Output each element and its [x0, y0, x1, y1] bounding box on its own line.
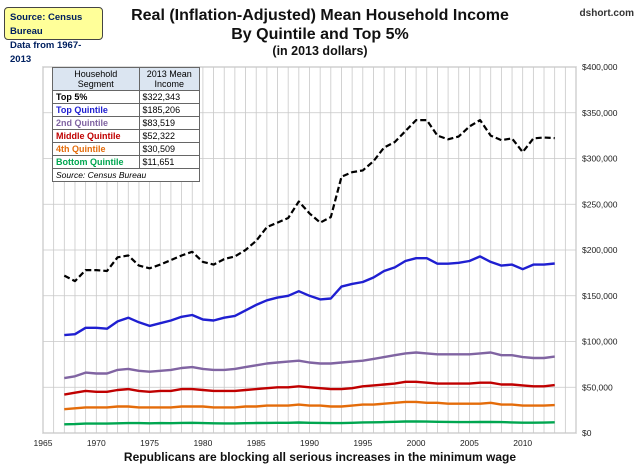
x-tick-label: 2000 — [407, 438, 426, 448]
series-line-middle-quintile — [64, 380, 555, 396]
y-tick-label: $300,000 — [582, 154, 618, 164]
value-header-line1: 2013 Mean — [146, 69, 192, 79]
table-row: Top Quintile $185,206 — [52, 103, 201, 117]
source-line: Source: Census Bureau — [10, 12, 83, 37]
series-line-bottom-quintile — [64, 420, 555, 426]
y-tick-label: $250,000 — [582, 199, 618, 209]
value-header-line2: Income — [154, 79, 185, 89]
value-header: 2013 Mean Income — [138, 67, 201, 91]
row-name: 4th Quintile — [52, 142, 140, 156]
row-name: Top Quintile — [52, 103, 140, 117]
row-name: Bottom Quintile — [52, 155, 140, 169]
row-value: $83,519 — [138, 116, 201, 130]
y-tick-label: $150,000 — [582, 291, 618, 301]
segment-header-line2: Segment — [77, 79, 114, 89]
series-lines — [63, 118, 555, 426]
series-line-top-quintile — [64, 255, 555, 337]
x-tick-label: 1975 — [140, 438, 159, 448]
row-name: 2nd Quintile — [52, 116, 140, 130]
row-value: $322,343 — [138, 90, 201, 104]
data-range-line: Data from 1967-2013 — [10, 40, 82, 65]
y-tick-label: $400,000 — [582, 62, 618, 72]
table-row: Top 5% $322,343 — [52, 90, 201, 104]
x-tick-label: 1985 — [247, 438, 266, 448]
chart-title-block: Real (Inflation-Adjusted) Mean Household… — [0, 6, 640, 59]
table-row: 2nd Quintile $83,519 — [52, 116, 201, 130]
row-value: $185,206 — [138, 103, 201, 117]
segment-header: Household Segment — [52, 67, 140, 91]
table-row: Middle Quintile $52,322 — [52, 129, 201, 143]
y-tick-label: $0 — [582, 428, 592, 438]
legend-table: Household Segment 2013 Mean Income Top 5% $… — [52, 67, 201, 182]
table-row: Bottom Quintile $11,651 — [52, 155, 201, 169]
footer-caption: Republicans are blocking all serious inc… — [123, 450, 517, 464]
row-name: Middle Quintile — [52, 129, 140, 143]
chart-title: Real (Inflation-Adjusted) Mean Household… — [131, 7, 509, 24]
row-value: $30,509 — [138, 142, 201, 156]
x-axis-ticks: 1965 1970 1975 1980 1985 1990 1995 2000 2005 2010 — [34, 438, 533, 448]
x-tick-label: 1970 — [87, 438, 106, 448]
table-footer-row: Source: Census Bureau — [52, 168, 200, 182]
y-tick-label: $50,000 — [582, 382, 613, 392]
x-tick-label: 2005 — [460, 438, 479, 448]
x-tick-label: 2010 — [513, 438, 532, 448]
watermark: dshort.com — [579, 8, 634, 19]
table-row: 4th Quintile $30,509 — [52, 142, 201, 156]
y-tick-label: $100,000 — [582, 337, 618, 347]
y-axis-ticks: $0 $50,000 $100,000 $150,000 $200,000 $250,00… — [582, 62, 618, 438]
row-value: $52,322 — [138, 129, 201, 143]
source-note-box: Source: Census Bureau Data from 1967-201… — [4, 7, 103, 65]
x-tick-label: 1990 — [300, 438, 319, 448]
series-line-4th-quintile — [64, 400, 555, 411]
row-name: Top 5% — [52, 90, 140, 104]
segment-header-line1: Household — [74, 69, 118, 79]
y-tick-label: $350,000 — [582, 108, 618, 118]
x-tick-label: 1965 — [34, 438, 53, 448]
table-source-note: Source: Census Bureau — [52, 168, 200, 182]
x-tick-label: 1995 — [353, 438, 372, 448]
series-line-top-5- — [63, 118, 555, 283]
chart-subtitle: (in 2013 dollars) — [272, 44, 368, 58]
chart-title-line2: By Quintile and Top 5% — [231, 26, 409, 43]
x-tick-label: 1980 — [193, 438, 212, 448]
series-line-2nd-quintile — [64, 351, 555, 380]
y-tick-label: $200,000 — [582, 245, 618, 255]
row-value: $11,651 — [138, 155, 201, 169]
